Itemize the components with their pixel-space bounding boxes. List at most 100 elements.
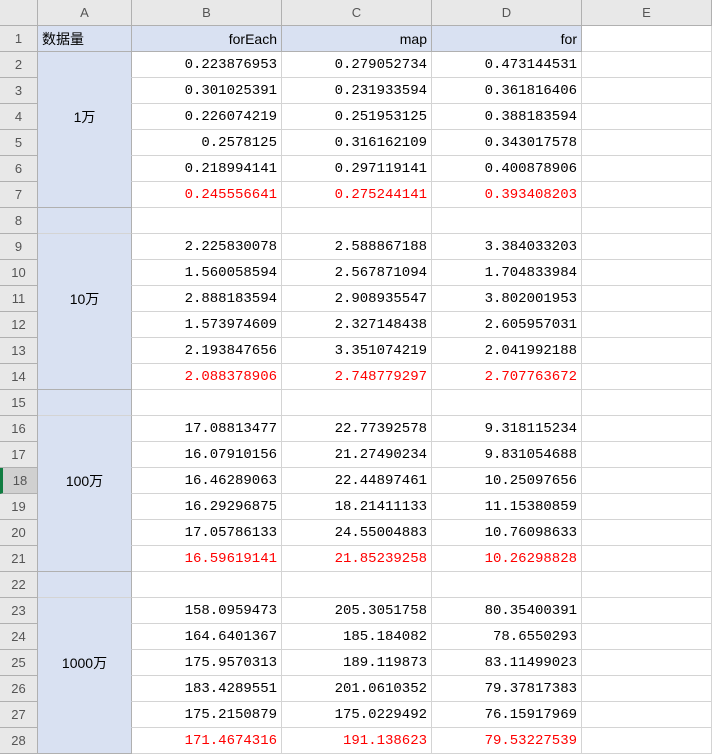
row-header[interactable]: 5 — [0, 130, 38, 156]
header-cell-map[interactable]: map — [282, 26, 432, 52]
data-cell[interactable]: 185.184082 — [282, 624, 432, 650]
row-header[interactable]: 6 — [0, 156, 38, 182]
cell[interactable] — [582, 130, 712, 156]
cell[interactable] — [582, 52, 712, 78]
cell[interactable] — [582, 468, 712, 494]
group-label-cell[interactable] — [38, 728, 132, 754]
col-header-B[interactable]: B — [132, 0, 282, 26]
data-cell[interactable]: 2.225830078 — [132, 234, 282, 260]
group-label-cell[interactable]: 10万 — [38, 286, 132, 312]
group-label-cell[interactable] — [38, 260, 132, 286]
data-cell[interactable]: 2.567871094 — [282, 260, 432, 286]
data-cell[interactable]: 0.231933594 — [282, 78, 432, 104]
row-header[interactable]: 25 — [0, 650, 38, 676]
row-header[interactable]: 26 — [0, 676, 38, 702]
cell[interactable] — [582, 364, 712, 390]
row-header[interactable]: 24 — [0, 624, 38, 650]
group-label-cell[interactable] — [38, 156, 132, 182]
row-header[interactable]: 3 — [0, 78, 38, 104]
cell[interactable] — [582, 390, 712, 416]
row-header[interactable]: 28 — [0, 728, 38, 754]
data-cell[interactable]: 2.041992188 — [432, 338, 582, 364]
group-label-cell[interactable] — [38, 338, 132, 364]
group-label-cell[interactable] — [38, 624, 132, 650]
data-cell[interactable]: 80.35400391 — [432, 598, 582, 624]
data-cell[interactable] — [132, 572, 282, 598]
data-cell[interactable]: 205.3051758 — [282, 598, 432, 624]
data-cell[interactable]: 0.388183594 — [432, 104, 582, 130]
row-header[interactable]: 13 — [0, 338, 38, 364]
data-cell[interactable]: 158.0959473 — [132, 598, 282, 624]
data-cell[interactable]: 175.0229492 — [282, 702, 432, 728]
data-cell[interactable]: 9.831054688 — [432, 442, 582, 468]
cell[interactable] — [582, 728, 712, 754]
cell[interactable] — [582, 260, 712, 286]
col-header-A[interactable]: A — [38, 0, 132, 26]
data-cell[interactable]: 21.27490234 — [282, 442, 432, 468]
row-header[interactable]: 19 — [0, 494, 38, 520]
data-cell[interactable]: 10.76098633 — [432, 520, 582, 546]
row-header[interactable]: 18 — [0, 468, 38, 494]
col-header-C[interactable]: C — [282, 0, 432, 26]
group-label-cell[interactable]: 100万 — [38, 468, 132, 494]
cell[interactable] — [582, 572, 712, 598]
group-label-cell[interactable] — [38, 234, 132, 260]
cell[interactable] — [582, 624, 712, 650]
cell[interactable] — [582, 182, 712, 208]
data-cell[interactable] — [282, 572, 432, 598]
cell[interactable] — [582, 702, 712, 728]
data-cell[interactable] — [282, 390, 432, 416]
data-cell[interactable] — [132, 208, 282, 234]
row-header[interactable]: 21 — [0, 546, 38, 572]
cell[interactable] — [582, 676, 712, 702]
group-label-cell[interactable] — [38, 52, 132, 78]
data-cell[interactable]: 1.573974609 — [132, 312, 282, 338]
cell[interactable] — [582, 598, 712, 624]
data-cell[interactable]: 0.226074219 — [132, 104, 282, 130]
data-cell[interactable]: 0.473144531 — [432, 52, 582, 78]
data-cell[interactable]: 17.08813477 — [132, 416, 282, 442]
data-cell[interactable]: 16.59619141 — [132, 546, 282, 572]
data-cell[interactable]: 189.119873 — [282, 650, 432, 676]
empty-label-cell[interactable] — [38, 572, 132, 598]
data-cell[interactable]: 16.29296875 — [132, 494, 282, 520]
data-cell[interactable]: 0.275244141 — [282, 182, 432, 208]
row-header[interactable]: 14 — [0, 364, 38, 390]
row-header[interactable]: 15 — [0, 390, 38, 416]
data-cell[interactable]: 0.223876953 — [132, 52, 282, 78]
row-header[interactable]: 17 — [0, 442, 38, 468]
data-cell[interactable]: 10.25097656 — [432, 468, 582, 494]
row-header[interactable]: 2 — [0, 52, 38, 78]
group-label-cell[interactable] — [38, 442, 132, 468]
empty-label-cell[interactable] — [38, 390, 132, 416]
data-cell[interactable]: 79.53227539 — [432, 728, 582, 754]
header-cell-for[interactable]: for — [432, 26, 582, 52]
row-header[interactable]: 1 — [0, 26, 38, 52]
cell[interactable] — [582, 520, 712, 546]
data-cell[interactable]: 78.6550293 — [432, 624, 582, 650]
data-cell[interactable]: 22.77392578 — [282, 416, 432, 442]
data-cell[interactable]: 11.15380859 — [432, 494, 582, 520]
data-cell[interactable]: 21.85239258 — [282, 546, 432, 572]
data-cell[interactable]: 16.07910156 — [132, 442, 282, 468]
data-cell[interactable]: 3.351074219 — [282, 338, 432, 364]
row-header[interactable]: 8 — [0, 208, 38, 234]
data-cell[interactable]: 22.44897461 — [282, 468, 432, 494]
data-cell[interactable]: 79.37817383 — [432, 676, 582, 702]
group-label-cell[interactable] — [38, 520, 132, 546]
data-cell[interactable]: 83.11499023 — [432, 650, 582, 676]
data-cell[interactable]: 0.316162109 — [282, 130, 432, 156]
data-cell[interactable]: 1.560058594 — [132, 260, 282, 286]
corner-cell[interactable] — [0, 0, 38, 26]
group-label-cell[interactable] — [38, 546, 132, 572]
data-cell[interactable] — [432, 208, 582, 234]
cell[interactable] — [582, 286, 712, 312]
data-cell[interactable]: 2.748779297 — [282, 364, 432, 390]
col-header-E[interactable]: E — [582, 0, 712, 26]
data-cell[interactable] — [432, 572, 582, 598]
data-cell[interactable]: 0.361816406 — [432, 78, 582, 104]
group-label-cell[interactable] — [38, 130, 132, 156]
cell[interactable] — [582, 312, 712, 338]
data-cell[interactable]: 2.605957031 — [432, 312, 582, 338]
group-label-cell[interactable] — [38, 676, 132, 702]
